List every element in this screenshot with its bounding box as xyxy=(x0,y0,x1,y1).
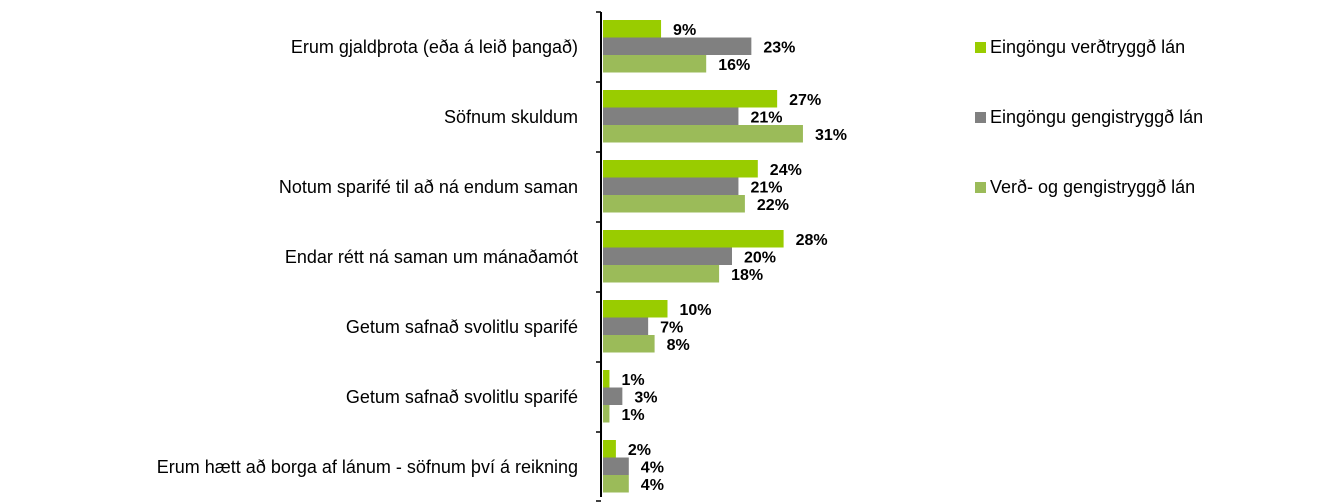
legend-label: Eingöngu verðtryggð lán xyxy=(990,37,1185,57)
bar xyxy=(603,457,629,475)
category-label: Getum safnað svolitlu sparifé xyxy=(346,387,578,407)
category-label: Erum hætt að borga af lánum - söfnum því… xyxy=(157,457,578,477)
legend-label: Eingöngu gengistryggð lán xyxy=(990,107,1203,127)
data-label: 18% xyxy=(731,267,763,284)
bar xyxy=(603,265,720,283)
data-label: 23% xyxy=(763,39,795,56)
data-label: 31% xyxy=(815,127,847,144)
bar xyxy=(603,20,662,38)
data-label: 27% xyxy=(789,92,821,109)
bar xyxy=(603,107,739,125)
data-label: 4% xyxy=(641,459,664,476)
data-label: 7% xyxy=(660,319,683,336)
bar xyxy=(603,475,629,493)
legend-swatch xyxy=(975,182,986,193)
data-label: 28% xyxy=(796,232,828,249)
bar xyxy=(603,90,778,108)
bar xyxy=(603,230,784,248)
bar xyxy=(603,195,745,213)
bar xyxy=(603,335,655,353)
data-label: 10% xyxy=(680,302,712,319)
data-label: 16% xyxy=(718,57,750,74)
data-label: 9% xyxy=(673,22,696,39)
bar xyxy=(603,160,758,178)
bar xyxy=(603,370,610,388)
data-label: 2% xyxy=(628,442,651,459)
bar xyxy=(603,247,732,265)
data-label: 8% xyxy=(667,337,690,354)
bar xyxy=(603,317,649,335)
legend-label: Verð- og gengistryggð lán xyxy=(990,177,1195,197)
category-label: Endar rétt ná saman um mánaðamót xyxy=(285,247,578,267)
data-label: 20% xyxy=(744,249,776,266)
category-label: Söfnum skuldum xyxy=(444,107,578,127)
data-label: 22% xyxy=(757,197,789,214)
category-label: Notum sparifé til að ná endum saman xyxy=(279,177,578,197)
data-label: 1% xyxy=(621,407,644,424)
category-label: Getum safnað svolitlu sparifé xyxy=(346,317,578,337)
data-label: 21% xyxy=(750,109,782,126)
data-label: 3% xyxy=(634,389,657,406)
bar xyxy=(603,440,616,458)
data-label: 1% xyxy=(621,372,644,389)
data-label: 24% xyxy=(770,162,802,179)
bar xyxy=(603,387,623,405)
bar xyxy=(603,37,752,55)
legend-swatch xyxy=(975,42,986,53)
bar xyxy=(603,55,707,73)
data-label: 21% xyxy=(750,179,782,196)
category-label: Erum gjaldþrota (eða á leið þangað) xyxy=(291,37,578,57)
bar xyxy=(603,177,739,195)
bar xyxy=(603,405,610,423)
bar xyxy=(603,125,803,143)
bar xyxy=(603,300,668,318)
data-label: 4% xyxy=(641,477,664,494)
legend-swatch xyxy=(975,112,986,123)
